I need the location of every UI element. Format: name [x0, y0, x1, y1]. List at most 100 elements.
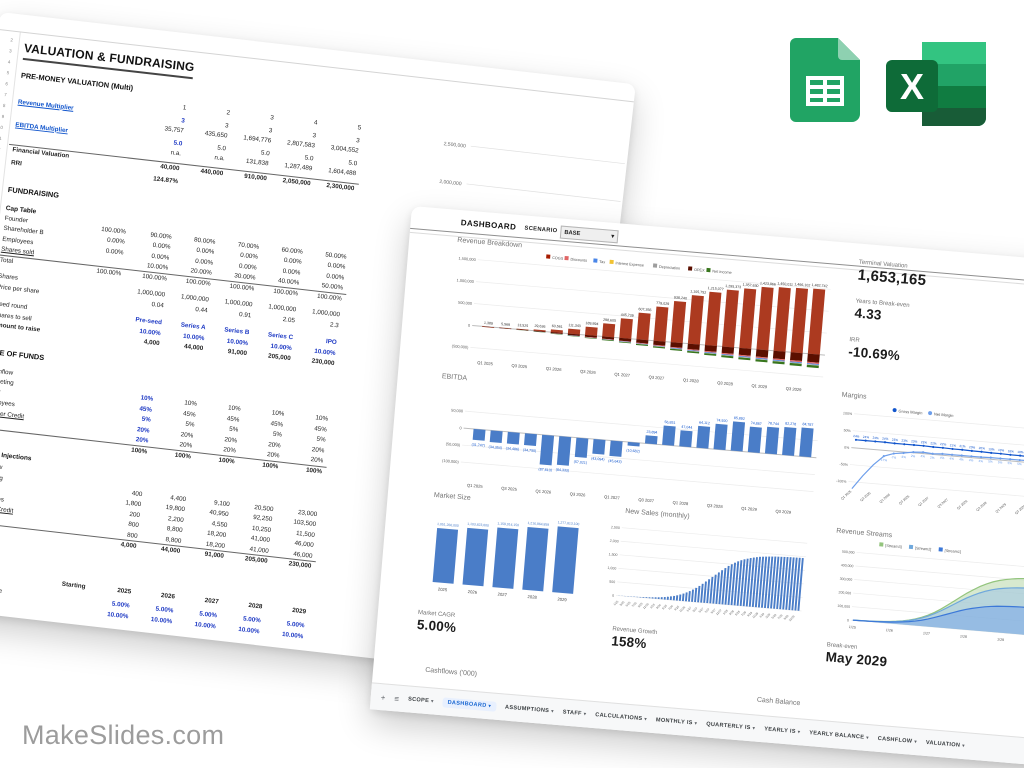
cell-value: 44,000 [160, 545, 181, 555]
svg-text:-17%: -17% [880, 458, 888, 463]
watermark: MakeSlides.com [22, 720, 225, 750]
svg-text:500: 500 [609, 580, 615, 584]
svg-text:18%: 18% [1017, 450, 1024, 455]
tab-calculations[interactable]: CALCULATIONS ▾ [594, 712, 648, 723]
svg-text:5%: 5% [1007, 461, 1012, 465]
svg-text:Net Income: Net Income [712, 269, 732, 275]
tab-yearly-is[interactable]: YEARLY IS ▾ [763, 726, 801, 735]
svg-text:Interest Expense: Interest Expense [615, 261, 644, 267]
row-number: 3 [8, 48, 12, 54]
chevron-down-icon: ▾ [430, 698, 434, 704]
svg-text:COGS: COGS [552, 256, 564, 261]
svg-text:24%: 24% [853, 434, 860, 439]
svg-text:5/27: 5/27 [698, 606, 705, 613]
revenue-breakdown-chart: COGS Discounts Tax Interest Expense Deprecia… [452, 254, 831, 392]
svg-text:1/26: 1/26 [649, 602, 656, 609]
tab-monthly-is[interactable]: MONTHLY IS ▾ [655, 717, 698, 727]
chevron-down-icon: ▾ [962, 742, 965, 749]
cell-value: 2026 [160, 591, 176, 601]
svg-text:(100,000): (100,000) [442, 458, 460, 464]
svg-text:(45,643): (45,643) [608, 459, 622, 464]
svg-text:500,000: 500,000 [458, 300, 473, 306]
svg-text:2,500,000: 2,500,000 [443, 141, 466, 150]
tab-yearly-balance[interactable]: YEARLY BALANCE ▾ [808, 730, 869, 741]
cell-value: 100% [261, 461, 279, 470]
tab-valuation[interactable]: VALUATION ▾ [925, 739, 965, 749]
tab-dashboard[interactable]: DASHBOARD ▾ [442, 697, 497, 712]
kpi-breakeven: Break-even May 2029 [825, 642, 888, 669]
svg-text:2%: 2% [930, 456, 935, 460]
row-label: Legal [0, 387, 1, 396]
row-label: Founder [4, 214, 29, 224]
cell-value: 910,000 [243, 172, 268, 182]
tab-assumptions[interactable]: ASSUMPTIONS ▾ [504, 704, 554, 715]
kpi-value: -10.69% [847, 344, 901, 364]
svg-text:1,295,373: 1,295,373 [725, 284, 741, 289]
svg-text:3/27: 3/27 [692, 606, 699, 613]
svg-text:11/29: 11/29 [788, 614, 796, 622]
svg-text:1/28: 1/28 [722, 608, 729, 615]
svg-text:Q3 2026: Q3 2026 [898, 494, 910, 505]
svg-text:11/28: 11/28 [751, 611, 759, 619]
tab-scope[interactable]: SCOPE ▾ [407, 696, 434, 705]
svg-text:Q1 2026: Q1 2026 [546, 366, 563, 372]
svg-text:5/25: 5/25 [625, 600, 632, 607]
row-number: 4 [7, 59, 11, 65]
svg-text:Q3 2025: Q3 2025 [859, 491, 871, 502]
add-sheet-icon[interactable]: + [380, 692, 386, 702]
row-label: Shares [0, 272, 19, 282]
cell-value: 100.00% [141, 272, 168, 283]
svg-text:Q3 2028: Q3 2028 [707, 503, 724, 509]
ebitda-chart: 50,000 0 (50,000) (100,000) (31,747) Q1 2025 (… [442, 408, 818, 515]
svg-text:47,044: 47,044 [681, 425, 692, 430]
svg-text:9/25: 9/25 [637, 601, 644, 608]
svg-text:64,112: 64,112 [699, 420, 710, 425]
scenario-value: BASE [564, 229, 581, 237]
svg-text:85,892: 85,892 [734, 416, 745, 421]
svg-text:4%: 4% [959, 457, 964, 461]
chevron-down-icon: ▾ [488, 703, 492, 709]
cell-value: 40,000 [159, 162, 180, 172]
cell-value: 100% [305, 466, 323, 475]
cell-value: 124.87% [152, 175, 179, 186]
svg-text:189,894: 189,894 [585, 321, 598, 326]
tab-quarterly-is[interactable]: QUARTERLY IS ▾ [705, 721, 756, 732]
row-label: Total [0, 256, 14, 265]
svg-text:Q1 2027: Q1 2027 [604, 494, 621, 500]
svg-text:-3%: -3% [900, 455, 906, 459]
svg-text:2026: 2026 [468, 589, 478, 595]
cell-value: 100.00% [185, 277, 212, 288]
svg-text:23%: 23% [901, 438, 908, 443]
svg-text:9/29: 9/29 [783, 614, 790, 621]
svg-text:23%: 23% [911, 439, 918, 444]
svg-text:Q1 2029: Q1 2029 [751, 383, 768, 389]
cell-value: 5 [357, 124, 362, 132]
svg-text:7/27: 7/27 [704, 607, 711, 614]
svg-text:500,000: 500,000 [842, 550, 855, 555]
cell-value: 3 [269, 114, 275, 122]
svg-text:-100%: -100% [836, 479, 847, 484]
all-sheets-menu-icon[interactable]: ≡ [394, 693, 400, 704]
svg-text:5/26: 5/26 [661, 603, 668, 610]
svg-text:78,744: 78,744 [768, 421, 779, 426]
svg-text:11/25: 11/25 [642, 602, 650, 610]
svg-text:[Stream3]: [Stream3] [885, 544, 902, 549]
svg-text:5/28: 5/28 [734, 610, 741, 617]
svg-text:1,159,014,150: 1,159,014,150 [497, 522, 519, 528]
chevron-down-icon: ▾ [752, 725, 756, 731]
svg-text:0%: 0% [844, 446, 850, 450]
tab-cashflow[interactable]: CASHFLOW ▾ [877, 735, 918, 745]
cell-value: 2027 [204, 596, 220, 606]
kpi-terminal-valuation: Terminal Valuation 1,653,165 [857, 260, 927, 290]
cell-value: 2 [226, 109, 231, 117]
dashboard-title: DASHBOARD [460, 218, 517, 232]
row-label: Seed round [0, 300, 28, 311]
svg-text:1,215,077: 1,215,077 [708, 286, 724, 291]
svg-text:Q1 2027: Q1 2027 [917, 496, 929, 507]
svg-text:1/26: 1/26 [886, 628, 893, 633]
svg-text:938,240: 938,240 [674, 295, 687, 300]
svg-text:21%: 21% [959, 444, 966, 449]
tab-staff[interactable]: STAFF ▾ [562, 709, 587, 717]
svg-text:100,000: 100,000 [837, 604, 850, 609]
svg-text:1,500,000: 1,500,000 [458, 256, 476, 263]
